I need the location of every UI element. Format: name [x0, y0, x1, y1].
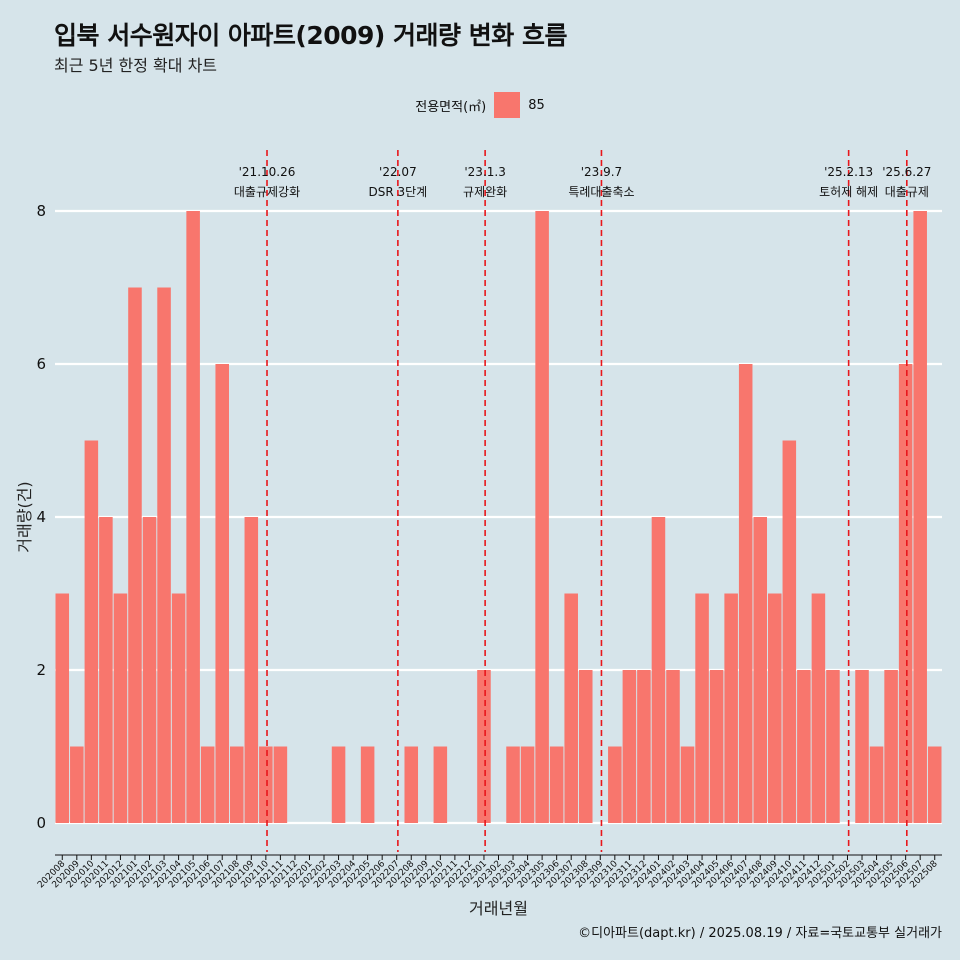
bar [477, 670, 491, 823]
bar [244, 517, 259, 823]
bar [215, 364, 229, 823]
legend-label-85: 85 [528, 97, 545, 113]
bar [724, 593, 738, 823]
bar [433, 746, 448, 823]
bar [782, 440, 797, 823]
event-date-label: '25.6.27 [882, 165, 931, 179]
bar [200, 746, 215, 823]
bar [578, 670, 593, 823]
y-tick-label: 0 [36, 814, 46, 832]
bar [913, 211, 927, 823]
bar [70, 746, 84, 823]
event-date-label: '23.1.3 [464, 165, 505, 179]
bar [506, 746, 520, 823]
event-text-label: DSR 3단계 [369, 185, 428, 199]
bar [826, 670, 840, 823]
bar [273, 746, 288, 823]
caption: ©디아파트(dapt.kr) / 2025.08.19 / 자료=국토교통부 실… [578, 926, 942, 941]
bar [157, 287, 171, 823]
bar [55, 593, 70, 823]
y-tick-label: 6 [36, 355, 46, 373]
bar [259, 746, 273, 823]
event-text-label: 특례대출축소 [568, 185, 634, 199]
bar [666, 670, 680, 823]
bar [738, 364, 753, 823]
bar [884, 670, 898, 823]
bar [695, 593, 709, 823]
bar [520, 746, 535, 823]
bar [535, 211, 549, 823]
y-tick-label: 8 [36, 202, 46, 220]
legend: 전용면적(㎡) 85 [0, 92, 960, 118]
event-text-label: 토허제 해제 [819, 185, 878, 199]
bar [128, 287, 142, 823]
bar [855, 670, 869, 823]
bar [768, 593, 782, 823]
x-axis-title: 거래년월 [469, 899, 528, 918]
bar [549, 746, 564, 823]
bar [753, 517, 768, 823]
event-date-label: '21.10.26 [239, 165, 296, 179]
event-text-label: 대출규제 [885, 185, 929, 199]
bar [622, 670, 637, 823]
bar [927, 746, 942, 823]
bar [709, 670, 724, 823]
bar [637, 670, 651, 823]
event-date-label: '25.2.13 [824, 165, 873, 179]
y-axis-title: 거래량(건) [15, 481, 34, 552]
bar [331, 746, 346, 823]
bar [680, 746, 695, 823]
legend-key-85 [494, 92, 521, 118]
bar [229, 746, 244, 823]
bar [113, 593, 128, 823]
bar [608, 746, 622, 823]
chart-subtitle: 최근 5년 한정 확대 차트 [54, 56, 218, 75]
y-tick-label: 2 [36, 661, 46, 679]
bar [564, 593, 578, 823]
bar [869, 746, 884, 823]
bar [84, 440, 99, 823]
bar [360, 746, 375, 823]
event-text-label: 규제완화 [463, 185, 507, 199]
bar [186, 211, 200, 823]
event-date-label: '23.9.7 [581, 165, 622, 179]
bar [651, 517, 666, 823]
bar [142, 517, 157, 823]
event-text-label: 대출규제강화 [234, 185, 300, 199]
chart-title: 입북 서수원자이 아파트(2009) 거래량 변화 흐름 [54, 21, 567, 50]
bar [811, 593, 826, 823]
bar [171, 593, 186, 823]
bar [404, 746, 419, 823]
bar [797, 670, 811, 823]
bar [898, 364, 913, 823]
event-date-label: '22.07 [379, 165, 417, 179]
y-tick-label: 4 [36, 508, 46, 526]
bar [99, 517, 113, 823]
legend-title: 전용면적(㎡) [415, 99, 487, 115]
